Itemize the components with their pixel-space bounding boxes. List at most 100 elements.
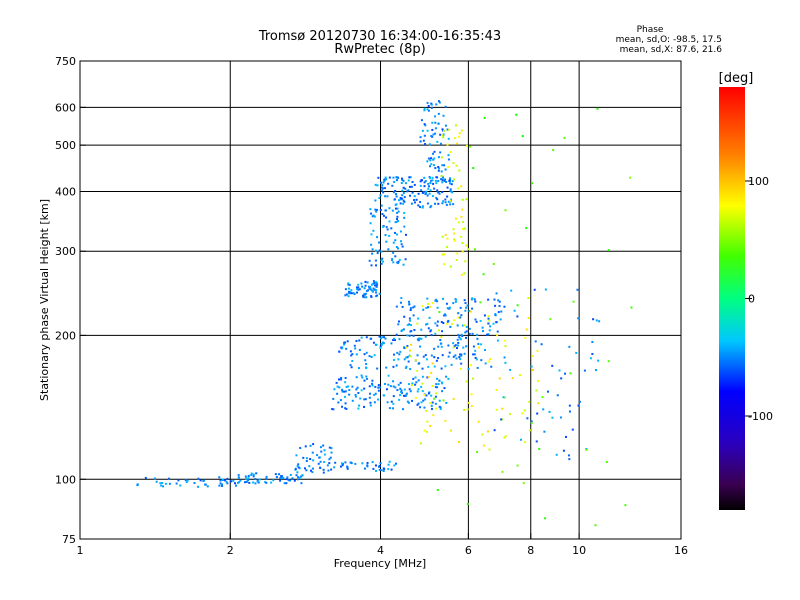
data-point [459,316,462,319]
data-point [350,289,353,292]
data-point [258,478,261,481]
data-point [349,291,352,294]
data-point [424,398,427,401]
data-point [548,410,551,413]
data-point [329,456,332,459]
data-point [500,310,503,313]
data-point [423,181,426,184]
data-point [564,372,567,375]
data-point [449,203,452,206]
data-point [434,386,437,389]
data-point [432,158,435,161]
data-point [551,416,554,419]
data-point [330,447,333,450]
data-point [234,482,237,485]
data-point [594,524,597,527]
data-point [454,137,457,140]
x-tick-label: 8 [527,544,534,557]
data-point [431,195,434,198]
data-point [296,471,299,474]
data-point [382,225,385,228]
data-point [442,136,445,139]
data-point [411,399,414,402]
data-point [459,367,462,370]
data-point [355,353,358,356]
data-point [392,358,395,361]
data-point [376,236,379,239]
data-point [311,467,314,470]
data-point [357,288,360,291]
data-point [565,435,568,438]
data-point [370,295,373,298]
data-point [349,461,352,464]
data-point [525,328,528,331]
data-point [177,479,180,482]
data-point [454,354,457,357]
data-point [454,217,457,220]
data-point [474,318,477,321]
y-axis-label: Stationary phase Virtual Height [km] [38,199,51,401]
colorbar [719,87,745,510]
data-point [435,182,438,185]
data-point [535,389,538,392]
data-point [483,348,486,351]
data-point [396,207,399,210]
data-point [360,389,363,392]
data-point [496,334,499,337]
data-point [348,287,351,290]
data-point [348,389,351,392]
data-point [442,297,445,300]
y-tick-label: 100 [55,473,76,486]
data-point [444,419,447,422]
data-point [597,359,600,362]
data-point [368,396,371,399]
data-point [443,164,446,167]
data-point [344,376,347,379]
data-point [449,429,452,432]
data-point [373,284,376,287]
data-point [341,388,344,391]
data-point [298,467,301,470]
data-point [354,393,357,396]
data-point [629,176,632,179]
data-point [460,353,463,356]
data-point [358,339,361,342]
data-point [434,407,437,410]
data-point [297,476,300,479]
data-point [504,435,507,438]
data-point [431,407,434,410]
data-point [494,304,497,307]
data-point [400,389,403,392]
data-point [419,136,422,139]
data-point [440,156,443,159]
data-point [442,399,445,402]
data-point [605,460,608,463]
data-point [446,320,449,323]
data-point [437,122,440,125]
data-point [344,461,347,464]
data-point [371,289,374,292]
data-point [153,477,156,480]
data-point [427,392,430,395]
data-point [495,408,498,411]
data-point [350,292,353,295]
data-point [399,230,402,233]
data-point [422,355,425,358]
data-point [404,233,407,236]
data-point [436,140,439,143]
data-point [395,218,398,221]
data-point [568,345,571,348]
data-point [551,364,554,367]
data-point [531,182,534,185]
data-point [371,248,374,251]
data-point [577,317,580,320]
data-point [434,127,437,130]
data-point [468,332,471,335]
data-point [381,336,384,339]
data-point [186,479,189,482]
data-point [463,324,466,327]
data-point [521,412,524,415]
data-point [456,252,459,255]
data-point [431,128,434,131]
